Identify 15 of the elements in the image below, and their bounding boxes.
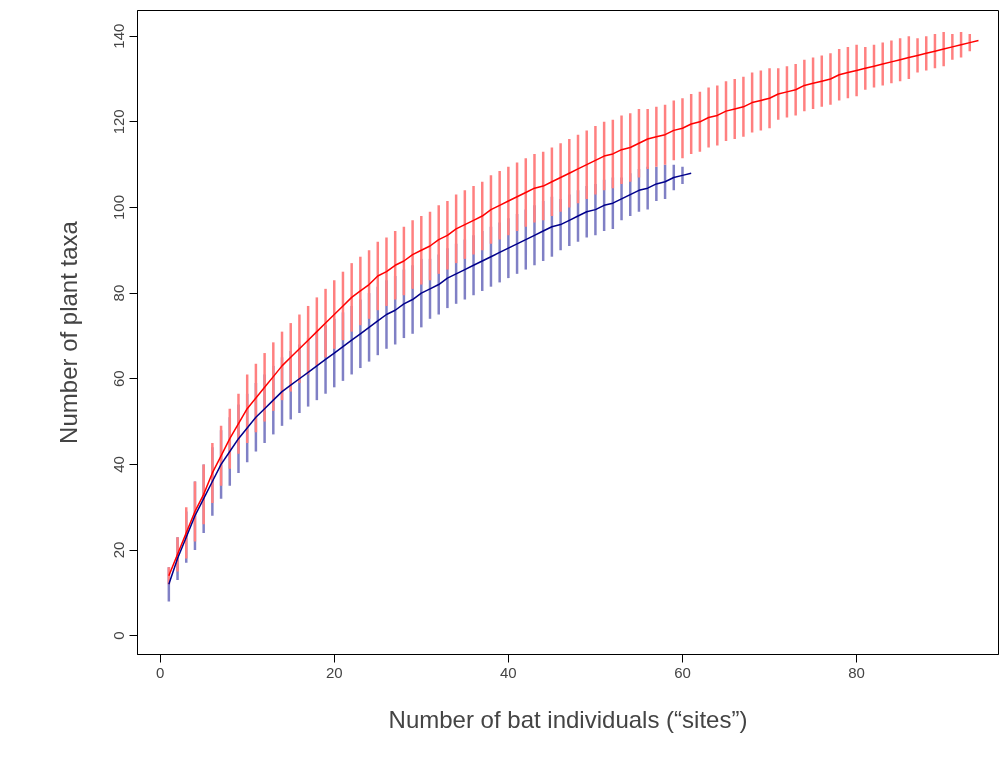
x-tick-label: 40 bbox=[500, 663, 517, 681]
y-tick-label: 0 bbox=[110, 631, 128, 640]
y-tick-label: 20 bbox=[110, 541, 128, 559]
y-tick-label: 140 bbox=[110, 23, 128, 49]
y-tick-label: 80 bbox=[110, 284, 128, 302]
x-tick-label: 60 bbox=[674, 663, 691, 681]
y-tick-label: 60 bbox=[110, 370, 128, 388]
y-axis-title: Number of plant taxa bbox=[54, 220, 82, 444]
y-tick-label: 100 bbox=[110, 194, 128, 220]
x-tick-label: 80 bbox=[848, 663, 865, 681]
x-tick-label: 0 bbox=[155, 663, 165, 681]
y-tick-label: 40 bbox=[110, 456, 128, 473]
x-axis-title: Number of bat individuals (“sites”) bbox=[388, 705, 748, 733]
y-tick-label: 120 bbox=[110, 109, 128, 135]
x-tick-label: 20 bbox=[325, 663, 343, 681]
